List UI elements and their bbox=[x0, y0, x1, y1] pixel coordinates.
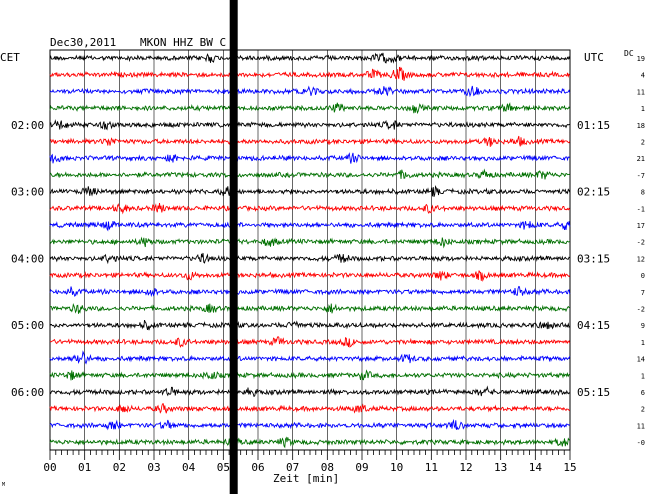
trace-20 bbox=[49, 369, 571, 381]
trace-17 bbox=[49, 319, 571, 331]
dc-offset-17: 9 bbox=[641, 322, 645, 330]
trace-15 bbox=[49, 285, 571, 298]
dc-offset-7: 21 bbox=[637, 155, 645, 163]
x-tick-label-15: 15 bbox=[563, 461, 576, 474]
x-tick-label-11: 11 bbox=[425, 461, 438, 474]
dc-offset-13: 12 bbox=[637, 255, 645, 263]
header-date: Dec30,2011 bbox=[50, 36, 116, 49]
x-tick-label-12: 12 bbox=[459, 461, 472, 474]
dc-offset-9: 8 bbox=[641, 189, 645, 197]
hour-labels: 02:00 03:00 04:00 05:00 06:00 01:15 02:15 03:15… bbox=[11, 119, 610, 399]
trace-3 bbox=[49, 85, 571, 98]
x-tick-label-09: 09 bbox=[355, 461, 368, 474]
hour-label-right-2: 02:15 bbox=[577, 186, 610, 199]
trace-4 bbox=[49, 102, 571, 115]
hour-label-left-3: 04:00 bbox=[11, 252, 44, 265]
hour-label-right-3: 03:15 bbox=[577, 252, 610, 265]
seismic-traces bbox=[49, 52, 571, 449]
dc-offset-12: -2 bbox=[637, 239, 645, 247]
vertical-gridlines bbox=[84, 50, 536, 450]
dc-offset-21: 6 bbox=[641, 389, 645, 397]
dc-offset-3: 11 bbox=[637, 88, 645, 96]
trace-19 bbox=[49, 350, 571, 365]
dc-offset-15: 7 bbox=[641, 289, 645, 297]
dc-offset-22: 2 bbox=[641, 406, 645, 414]
dc-offset-8: -7 bbox=[637, 172, 645, 180]
hour-label-left-4: 05:00 bbox=[11, 319, 44, 332]
trace-5 bbox=[49, 119, 570, 131]
dc-offset-4: 1 bbox=[641, 105, 645, 113]
timezone-left-label: CET bbox=[0, 51, 20, 64]
timezone-right-label: UTC bbox=[584, 51, 604, 64]
x-tick-label-03: 03 bbox=[147, 461, 160, 474]
trace-9 bbox=[49, 184, 571, 197]
trace-12 bbox=[49, 236, 570, 249]
trace-10 bbox=[49, 202, 571, 215]
hour-label-left-2: 03:00 bbox=[11, 186, 44, 199]
dc-offset-6: 2 bbox=[641, 139, 645, 147]
trace-11 bbox=[49, 220, 571, 232]
dc-offset-18: 1 bbox=[641, 339, 645, 347]
trace-14 bbox=[49, 270, 571, 283]
trace-7 bbox=[49, 152, 571, 164]
x-axis-label: Zeit [min] bbox=[273, 472, 339, 485]
trace-2 bbox=[49, 66, 571, 81]
header-station: MKON HHZ BW C bbox=[140, 36, 226, 49]
dc-offset-19: 14 bbox=[637, 356, 645, 364]
dc-offset-14: 0 bbox=[641, 272, 645, 280]
trace-1 bbox=[49, 52, 571, 64]
dc-offset-11: 17 bbox=[637, 222, 645, 230]
trace-13 bbox=[49, 252, 571, 265]
footnote-mark: M bbox=[2, 482, 5, 488]
dc-offset-10: -1 bbox=[637, 205, 645, 213]
trace-16 bbox=[49, 302, 570, 314]
hour-label-right-5: 05:15 bbox=[577, 386, 610, 399]
x-tick-label-10: 10 bbox=[390, 461, 403, 474]
dc-header-label: DC bbox=[624, 49, 634, 58]
x-tick-label-08: 08 bbox=[321, 461, 334, 474]
dc-offset-2: 4 bbox=[641, 72, 645, 80]
x-tick-label-05: 05 bbox=[217, 461, 230, 474]
x-tick-label-02: 02 bbox=[113, 461, 126, 474]
dc-offset-1: 19 bbox=[637, 55, 645, 63]
dc-offset-5: 18 bbox=[637, 122, 645, 130]
trace-6 bbox=[49, 135, 571, 147]
x-tick-label-07: 07 bbox=[286, 461, 299, 474]
hour-label-left-5: 06:00 bbox=[11, 386, 44, 399]
dc-offset-16: -2 bbox=[637, 306, 645, 314]
x-tick-label-14: 14 bbox=[529, 461, 543, 474]
hour-label-right-1: 01:15 bbox=[577, 119, 610, 132]
dc-offset-20: 1 bbox=[641, 372, 645, 380]
dc-offset-24: -0 bbox=[637, 439, 645, 447]
trace-8 bbox=[49, 168, 570, 180]
data-gap-marker bbox=[229, 0, 238, 494]
x-tick-label-13: 13 bbox=[494, 461, 507, 474]
x-tick-label-06: 06 bbox=[251, 461, 264, 474]
trace-21 bbox=[49, 385, 571, 398]
hour-label-right-4: 04:15 bbox=[577, 319, 610, 332]
trace-24 bbox=[49, 436, 571, 449]
x-tick-label-01: 01 bbox=[78, 461, 91, 474]
trace-22 bbox=[49, 403, 570, 414]
x-tick-label-04: 04 bbox=[182, 461, 196, 474]
hour-label-left-1: 02:00 bbox=[11, 119, 44, 132]
trace-18 bbox=[49, 335, 571, 348]
x-axis: 00 01 02 03 04 05 06 07 08 09 10 11 12 13 14 15 bbox=[43, 450, 577, 474]
dc-offset-23: 11 bbox=[637, 422, 645, 430]
x-tick-label-00: 00 bbox=[43, 461, 56, 474]
trace-23 bbox=[49, 418, 571, 431]
